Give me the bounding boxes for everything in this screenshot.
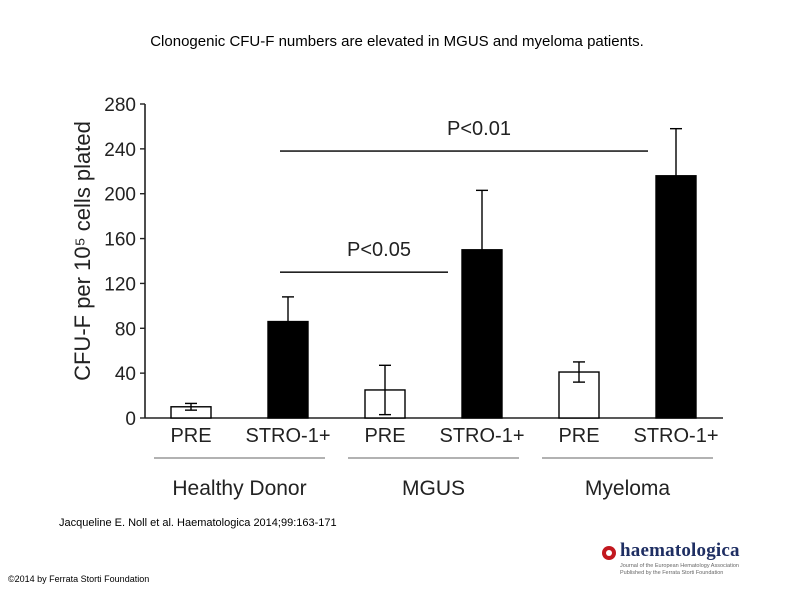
y-tick-label: 280: [104, 95, 136, 116]
group-label: MGUS: [402, 477, 465, 500]
category-label: STRO-1+: [245, 425, 330, 447]
group-labels: Healthy Donor MGUS Myeloma: [154, 457, 713, 500]
bars: [170, 175, 697, 419]
slide-title: Clonogenic CFU-F numbers are elevated in…: [150, 33, 644, 50]
y-tick-label: 80: [115, 319, 136, 340]
error-bars: [185, 127, 682, 416]
y-tick-label: 200: [104, 185, 136, 206]
category-labels: PRE STRO-1+ PRE STRO-1+ PRE STRO-1+: [170, 425, 718, 447]
category-label: STRO-1+: [439, 425, 524, 447]
group-label: Myeloma: [585, 477, 671, 500]
category-label: STRO-1+: [633, 425, 718, 447]
haematologica-logo[interactable]: haematologica Journal of the European He…: [600, 540, 780, 578]
citation: Jacqueline E. Noll et al. Haematologica …: [59, 517, 337, 529]
logo-mark-icon: [602, 546, 616, 560]
bar-chart: CFU-F per 10⁵ cells plated 0 40 80 120 160 20…: [70, 95, 723, 500]
bar: [655, 175, 697, 419]
copyright: ©2014 by Ferrata Storti Foundation: [8, 574, 150, 584]
significance-label: P<0.01: [447, 118, 511, 140]
y-tick-label: 240: [104, 140, 136, 161]
logo-tagline-2: Published by the Ferrata Storti Foundati…: [620, 570, 724, 576]
y-tick-label: 120: [104, 274, 136, 295]
y-tick-label: 40: [115, 364, 136, 385]
category-label: PRE: [170, 425, 211, 447]
significance-label: P<0.05: [347, 239, 411, 261]
y-tick-label: 0: [125, 409, 136, 430]
y-ticks: 0 40 80 120 160 200 240 280: [104, 95, 145, 430]
bar: [558, 371, 600, 419]
category-label: PRE: [364, 425, 405, 447]
logo-tagline-1: Journal of the European Hematology Assoc…: [620, 563, 739, 569]
group-label: Healthy Donor: [172, 477, 306, 500]
logo-wordmark: haematologica: [620, 540, 740, 561]
y-axis-title: CFU-F per 10⁵ cells plated: [70, 121, 95, 381]
category-label: PRE: [558, 425, 599, 447]
significance-brackets: P<0.05 P<0.01: [280, 118, 648, 274]
y-tick-label: 160: [104, 230, 136, 251]
bar: [461, 249, 503, 419]
bar: [267, 320, 309, 419]
